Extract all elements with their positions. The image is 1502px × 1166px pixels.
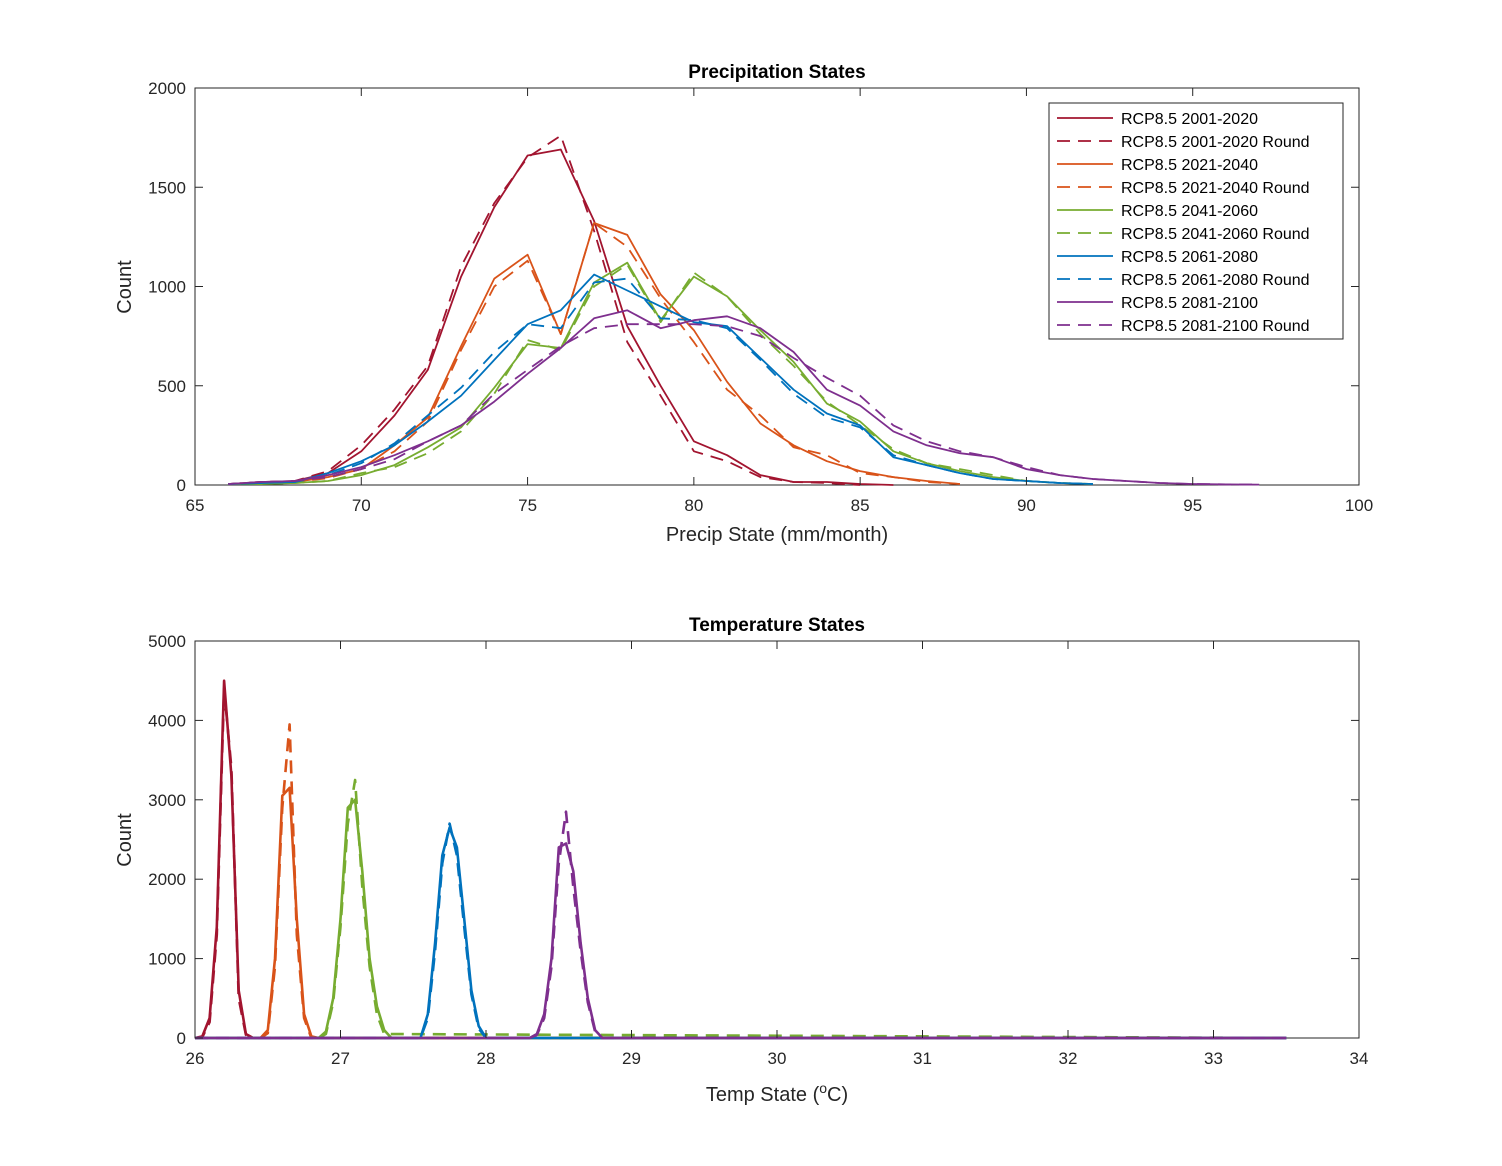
- x-tick-label: 33: [1204, 1049, 1223, 1068]
- x-tick-label: 100: [1345, 496, 1373, 515]
- legend-entry-label: RCP8.5 2041-2060 Round: [1121, 226, 1310, 243]
- temp-x-label-degree: o: [819, 1080, 827, 1096]
- series-line-temp-9: [195, 810, 1287, 1040]
- legend-entry-label: RCP8.5 2061-2080: [1121, 249, 1258, 266]
- series-line-precip-1: [228, 134, 861, 486]
- x-tick-label: 90: [1017, 496, 1036, 515]
- series-line-precip-7: [228, 277, 1093, 485]
- x-tick-label: 65: [186, 496, 205, 515]
- y-tick-label: 5000: [148, 632, 186, 651]
- y-tick-label: 500: [158, 377, 186, 396]
- legend-entry-label: RCP8.5 2021-2040: [1121, 157, 1258, 174]
- y-tick-label: 0: [177, 476, 186, 495]
- x-tick-label: 30: [768, 1049, 787, 1068]
- series-line-temp-5: [195, 778, 1287, 1040]
- y-tick-label: 4000: [148, 711, 186, 730]
- temperature-axes: 26 27 28 29 30 31 32 33 34010002000300040005000 …: [114, 615, 1368, 1106]
- temp-plot-frame: [194, 640, 1360, 1039]
- precip-series-group: [228, 134, 1260, 486]
- x-tick-label: 29: [622, 1049, 641, 1068]
- temp-chart-title: Temperature States: [689, 615, 865, 636]
- x-tick-label: 95: [1183, 496, 1202, 515]
- x-tick-label: 34: [1350, 1049, 1369, 1068]
- precip-x-axis-label: Precip State (mm/month): [666, 524, 888, 546]
- series-line-precip-5: [228, 263, 1093, 485]
- legend-box: [1048, 102, 1344, 340]
- legend-entry-label: RCP8.5 2081-2100 Round: [1121, 318, 1310, 335]
- series-line-temp-3: [195, 723, 1287, 1040]
- temp-x-axis-label: Temp State (oC): [706, 1080, 848, 1106]
- legend: RCP8.5 2001-2020 RCP8.5 2001-2020 Round RC…: [1048, 102, 1344, 340]
- series-line-precip-4: [228, 261, 1093, 485]
- series-line-temp-7: [195, 822, 1287, 1040]
- temp-ticks-group: 26 27 28 29 30 31 32 33 34 0 1000 2000 3000 4000 5000: [148, 632, 1368, 1068]
- x-tick-label: 32: [1059, 1049, 1078, 1068]
- temp-x-label-unit: C): [827, 1084, 848, 1106]
- legend-entry-label: RCP8.5 2061-2080 Round: [1121, 272, 1310, 289]
- y-tick-label: 3000: [148, 791, 186, 810]
- legend-entry-label: RCP8.5 2041-2060: [1121, 203, 1258, 220]
- legend-entry-label: RCP8.5 2021-2040 Round: [1121, 180, 1310, 197]
- x-tick-label: 70: [352, 496, 371, 515]
- series-line-precip-9: [228, 323, 1260, 486]
- precip-chart-title: Precipitation States: [688, 62, 865, 83]
- legend-entry-label: RCP8.5 2081-2100: [1121, 295, 1258, 312]
- legend-entry-label: RCP8.5 2001-2020: [1121, 111, 1258, 128]
- legend-entry-label: RCP8.5 2001-2020 Round: [1121, 134, 1310, 151]
- x-tick-label: 27: [331, 1049, 350, 1068]
- y-tick-label: 1500: [148, 178, 186, 197]
- x-tick-label: 75: [518, 496, 537, 515]
- x-tick-label: 85: [851, 496, 870, 515]
- series-line-temp-6: [195, 826, 1287, 1040]
- temp-x-label-main: Temp State (: [706, 1084, 820, 1106]
- temp-series-group: [194, 679, 1287, 1040]
- x-tick-label: 80: [684, 496, 703, 515]
- y-tick-label: 1000: [148, 950, 186, 969]
- x-tick-label: 28: [477, 1049, 496, 1068]
- precip-y-axis-label: Count: [114, 260, 136, 314]
- y-tick-label: 2000: [148, 870, 186, 889]
- x-tick-label: 26: [186, 1049, 205, 1068]
- temp-y-axis-label: Count: [114, 813, 136, 867]
- series-line-precip-3: [228, 222, 960, 485]
- y-tick-label: 1000: [148, 278, 186, 297]
- series-line-precip-2: [228, 222, 960, 485]
- x-tick-label: 31: [913, 1049, 932, 1068]
- series-line-precip-8: [228, 309, 1260, 486]
- y-tick-label: 0: [177, 1029, 186, 1048]
- y-tick-label: 2000: [148, 79, 186, 98]
- series-line-precip-0: [228, 148, 894, 486]
